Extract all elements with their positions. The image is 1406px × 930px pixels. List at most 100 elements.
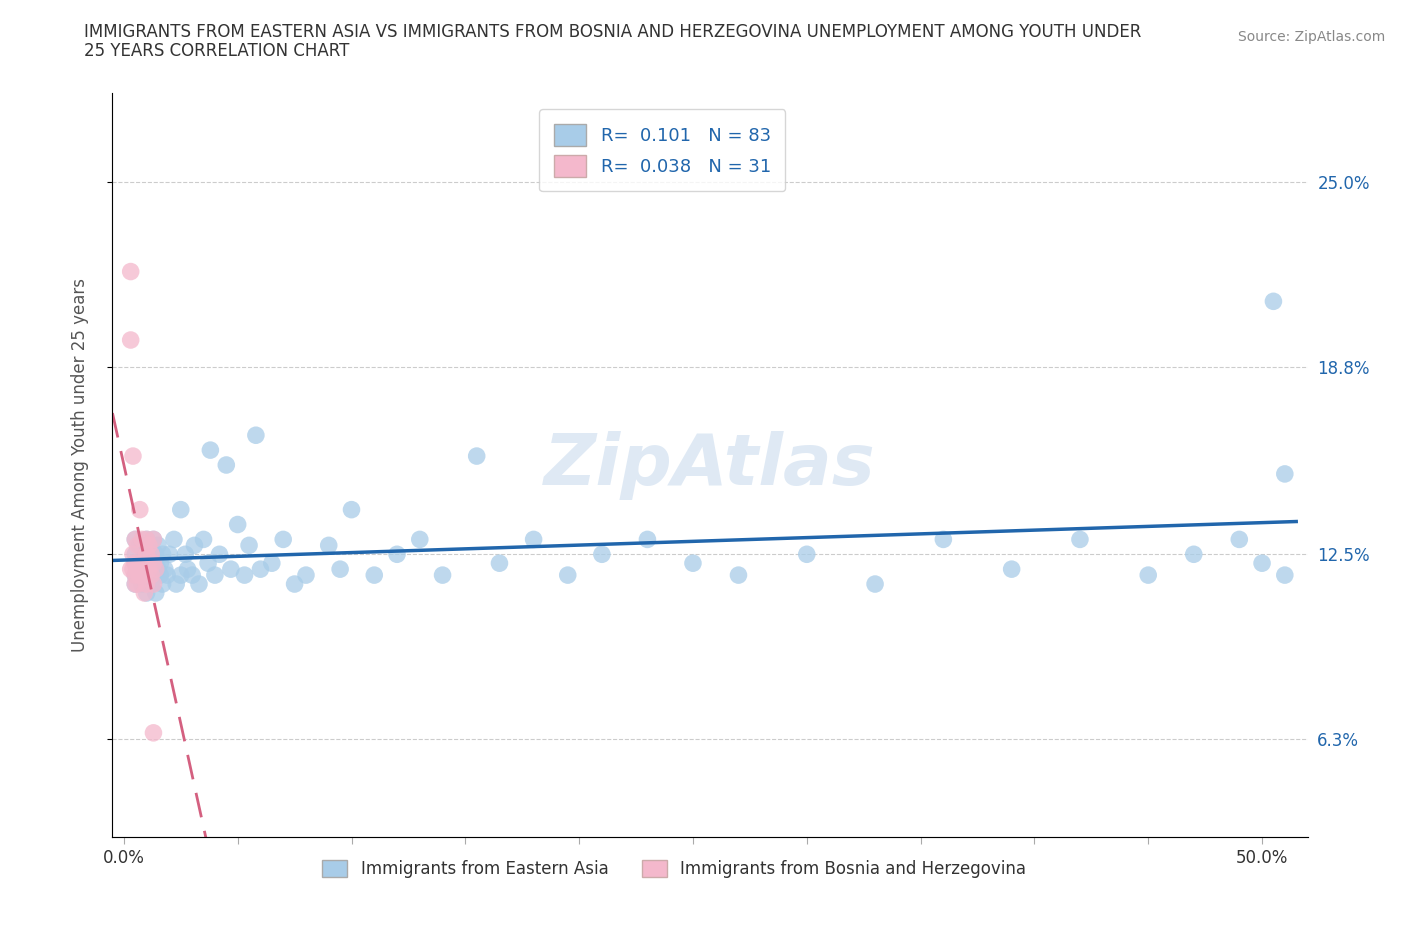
Point <box>145 586 167 601</box>
Point <box>127 562 149 577</box>
Point <box>176 562 198 577</box>
Point <box>131 556 153 571</box>
Point <box>636 532 658 547</box>
Point <box>465 448 488 463</box>
Point <box>141 567 163 582</box>
Point <box>128 562 150 577</box>
Point <box>135 562 157 577</box>
Point <box>124 532 146 547</box>
Point <box>120 264 142 279</box>
Point <box>1274 467 1296 482</box>
Point <box>238 538 260 552</box>
Point <box>142 577 165 591</box>
Point <box>134 567 156 582</box>
Point <box>249 562 271 577</box>
Point <box>1001 562 1024 577</box>
Point <box>128 567 150 582</box>
Point <box>141 547 163 562</box>
Point <box>128 538 150 552</box>
Text: ZipAtlas: ZipAtlas <box>544 431 876 499</box>
Point <box>1069 532 1091 547</box>
Point <box>152 547 174 562</box>
Point <box>165 577 187 591</box>
Point <box>124 577 146 591</box>
Point <box>932 532 955 547</box>
Point <box>135 577 157 591</box>
Point <box>385 547 408 562</box>
Point <box>142 532 165 547</box>
Point <box>1227 532 1250 547</box>
Point <box>682 556 704 571</box>
Point <box>863 577 886 591</box>
Point <box>727 567 749 582</box>
Point <box>233 567 256 582</box>
Point <box>149 567 172 582</box>
Point <box>120 333 142 348</box>
Point <box>156 567 179 582</box>
Point <box>181 567 204 582</box>
Point <box>131 577 153 591</box>
Text: IMMIGRANTS FROM EASTERN ASIA VS IMMIGRANTS FROM BOSNIA AND HERZEGOVINA UNEMPLOYM: IMMIGRANTS FROM EASTERN ASIA VS IMMIGRAN… <box>84 23 1142 41</box>
Point <box>138 562 160 577</box>
Point <box>170 567 193 582</box>
Point <box>409 532 432 547</box>
Point <box>134 547 156 562</box>
Point <box>122 562 145 577</box>
Point <box>146 562 169 577</box>
Point <box>135 547 157 562</box>
Point <box>796 547 818 562</box>
Point <box>142 725 165 740</box>
Point <box>134 567 156 582</box>
Point <box>142 556 165 571</box>
Point <box>1274 567 1296 582</box>
Point <box>124 556 146 571</box>
Point <box>215 458 238 472</box>
Point <box>204 567 226 582</box>
Point <box>1263 294 1285 309</box>
Text: Source: ZipAtlas.com: Source: ZipAtlas.com <box>1237 30 1385 44</box>
Point <box>135 567 157 582</box>
Point <box>157 547 180 562</box>
Point <box>122 448 145 463</box>
Point <box>557 567 579 582</box>
Point <box>488 556 510 571</box>
Point <box>1137 567 1160 582</box>
Point <box>208 547 231 562</box>
Point <box>226 517 249 532</box>
Point <box>152 577 174 591</box>
Point <box>141 577 163 591</box>
Point <box>145 547 167 562</box>
Legend: Immigrants from Eastern Asia, Immigrants from Bosnia and Herzegovina: Immigrants from Eastern Asia, Immigrants… <box>315 853 1033 884</box>
Point <box>122 547 145 562</box>
Point <box>318 538 340 552</box>
Point <box>183 538 205 552</box>
Point <box>284 577 307 591</box>
Point <box>271 532 294 547</box>
Point <box>135 586 157 601</box>
Point <box>170 502 193 517</box>
Point <box>523 532 546 547</box>
Point <box>219 562 242 577</box>
Y-axis label: Unemployment Among Youth under 25 years: Unemployment Among Youth under 25 years <box>70 278 89 652</box>
Point <box>127 577 149 591</box>
Point <box>295 567 318 582</box>
Point <box>141 556 163 571</box>
Point <box>197 556 219 571</box>
Point <box>124 556 146 571</box>
Text: 25 YEARS CORRELATION CHART: 25 YEARS CORRELATION CHART <box>84 42 350 60</box>
Point <box>124 532 146 547</box>
Point <box>134 586 156 601</box>
Point <box>124 567 146 582</box>
Point <box>260 556 283 571</box>
Point <box>124 547 146 562</box>
Point <box>124 567 146 582</box>
Point <box>174 547 197 562</box>
Point <box>432 567 454 582</box>
Point <box>120 562 142 577</box>
Point <box>163 532 186 547</box>
Point <box>131 532 153 547</box>
Point <box>135 532 157 547</box>
Point <box>329 562 352 577</box>
Point <box>135 547 157 562</box>
Point <box>138 538 160 552</box>
